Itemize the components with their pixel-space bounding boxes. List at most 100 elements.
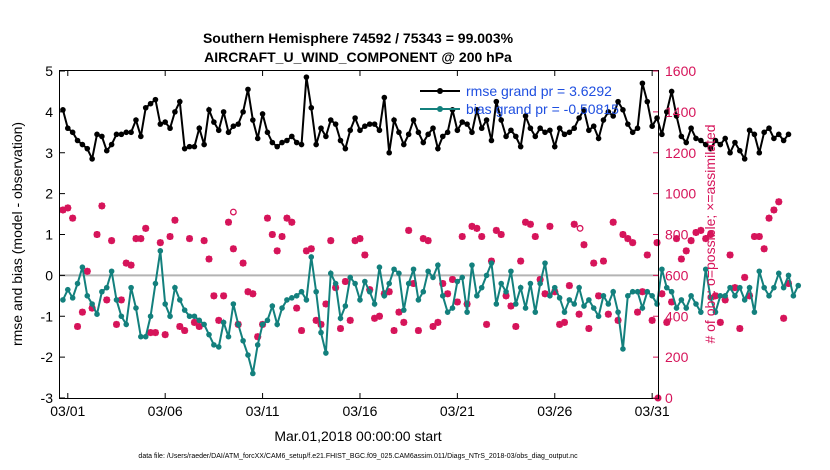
rmse-point [547,127,553,134]
chart-subtitle: AIRCRAFT_U_WIND_COMPONENT @ 200 hPa [204,49,512,65]
obs-assimilated-point [522,218,530,226]
rmse-point [211,119,217,125]
rmse-point [610,113,616,119]
obs-assimilated-point [229,245,237,253]
rmse-point [478,125,485,132]
obs-assimilated-point [254,333,262,341]
rmse-point [259,111,266,117]
bias-point [659,266,665,273]
obs-assimilated-point [750,233,758,241]
rmse-point [94,131,100,138]
bias-point [435,262,441,268]
obs-assimilated-point [132,235,140,243]
rmse-point [425,131,431,138]
bias-point [430,274,436,281]
x-tick-label: 03/26 [537,403,572,419]
obs-possible-point [229,208,237,216]
data-file-footnote: data file: /Users/raeder/DAI/ATM_forcXX/… [138,453,578,460]
obs-assimilated-point [341,278,349,286]
bias-point [600,293,607,299]
y-left-tick-label: 5 [45,63,53,79]
bias-point [483,272,490,279]
bias-point [766,293,772,299]
obs-assimilated-point [64,204,72,212]
obs-assimilated-point [137,235,145,243]
bias-point [386,280,392,287]
obs-assimilated-point [468,222,476,230]
bias-point [357,297,363,303]
bias-point [478,284,485,291]
obs-assimilated-point [502,292,510,300]
y-axis-left: -3 -2 -1 0 1 2 3 4 5 [41,63,65,406]
bias-point [561,309,568,315]
y-right-tick-label: 600 [665,267,689,283]
obs-assimilated-point [171,216,179,224]
obs-assimilated-point [541,290,549,298]
obs-assimilated-point [658,290,666,298]
bias-point [688,293,694,299]
rmse-point [761,129,767,136]
x-tick-label: 03/31 [635,403,670,419]
obs-assimilated-point [375,312,383,320]
bias-point [284,297,290,303]
obs-assimilated-point [83,267,91,275]
obs-assimilated-point [478,233,486,241]
bias-point [391,266,397,273]
rmse-point [274,143,280,150]
bias-point [99,288,105,295]
bias-point [517,284,524,291]
legend-bias-label: bias grand pr = -0.50815 [466,101,619,117]
rmse-series-line [61,76,790,163]
bias-point [488,260,495,266]
bias-point [542,260,548,266]
bias-point [250,370,256,377]
obs-assimilated-point [731,284,739,292]
rmse-point [488,137,495,144]
rmse-point [644,98,651,105]
bias-point [474,293,480,299]
obs-assimilated-point [526,220,534,228]
obs-assimilated-point [619,231,627,238]
bias-point [771,284,777,291]
rmse-point [376,127,383,134]
y-axis-right-label: # of obs: o=possible; ×=assimilated [702,124,718,343]
obs-assimilated-point [307,245,315,253]
bias-point [157,248,164,254]
bias-point [138,333,144,340]
bias-point [118,313,125,320]
obs-assimilated-point [278,233,286,241]
rmse-point [693,135,699,142]
obs-assimilated-point [614,316,622,324]
obs-assimilated-point [765,214,773,222]
bias-point [206,331,212,338]
bias-point [211,342,217,348]
x-tick-label: 03/11 [246,403,280,419]
obs-assimilated-point [59,206,67,214]
obs-assimilated-point [312,316,320,324]
obs-assimilated-point [166,233,174,241]
rmse-point [74,137,81,144]
bias-point [245,352,251,358]
rmse-point [64,125,71,132]
obs-assimilated-point [239,259,247,267]
rmse-point [707,145,714,152]
x-tick-label: 03/16 [342,403,377,419]
obs-assimilated-point [580,241,588,249]
rmse-point [391,117,397,123]
rmse-point [537,125,543,132]
bias-point [323,350,329,356]
obs-assimilated-point [93,231,101,238]
obs-assimilated-point [215,316,223,324]
bias-point [678,297,685,303]
bias-point [639,305,646,311]
rmse-point [727,149,733,156]
obs-assimilated-point [565,282,573,290]
rmse-point [118,131,125,138]
bias-point [191,313,198,320]
obs-assimilated-point [692,228,700,236]
bias-point [547,293,553,299]
bias-point [551,284,558,291]
rmse-point [128,129,134,136]
obs-assimilated-point [643,251,651,259]
rmse-point [342,145,349,152]
